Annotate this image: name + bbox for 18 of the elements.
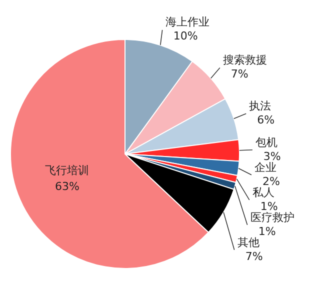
slice-label: 包机: [255, 136, 278, 149]
data-label: 63%: [54, 180, 80, 193]
slice-label: 医疗救护: [250, 210, 294, 224]
slice-label: 海上作业: [165, 16, 210, 29]
slice-label: 飞行培训: [45, 164, 90, 177]
slice-label: 其他: [237, 236, 260, 249]
data-label: 1%: [258, 224, 276, 238]
data-label: 3%: [263, 150, 281, 163]
slice-label: 搜索救援: [222, 54, 267, 67]
data-label: 2%: [262, 174, 280, 188]
data-label: 10%: [173, 30, 198, 43]
data-label: 7%: [230, 68, 248, 81]
slice-label: 企业: [254, 160, 276, 174]
data-label: 7%: [245, 250, 263, 263]
slice-label: 私人: [252, 186, 274, 199]
data-label: 6%: [257, 114, 275, 127]
slice-label: 执法: [249, 100, 272, 113]
data-label: 1%: [260, 200, 278, 213]
